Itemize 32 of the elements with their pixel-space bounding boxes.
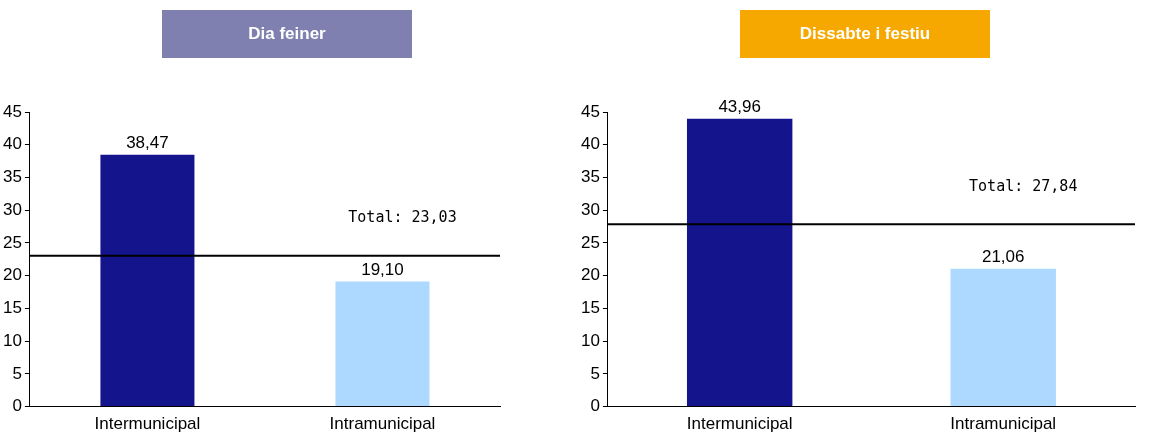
y-tick-label: 0 — [12, 396, 22, 416]
y-tick-label: 35 — [580, 167, 600, 187]
data-label: 19,10 — [361, 259, 404, 279]
y-tick-label: 45 — [580, 101, 600, 121]
data-label: 21,06 — [981, 246, 1025, 266]
y-tick-label: 20 — [2, 265, 22, 285]
y-tick-label: 30 — [2, 199, 22, 219]
data-label: 43,96 — [718, 97, 761, 116]
y-tick-label: 45 — [2, 101, 22, 121]
y-tick-label: 5 — [590, 363, 600, 383]
y-tick-label: 40 — [2, 134, 22, 154]
x-tick-label: Intramunicipal — [329, 414, 436, 434]
x-tick-label: Intermunicipal — [94, 414, 201, 434]
ref-line-label: Total: 27,84 — [969, 176, 1078, 195]
chart-title: Dissabte i festiu — [740, 10, 990, 58]
x-tick-label: Intermunicipal — [686, 414, 793, 434]
y-tick-label: 35 — [2, 167, 22, 187]
y-tick-label: 25 — [2, 232, 22, 252]
y-tick-label: 30 — [580, 199, 600, 219]
y-tick-label: 0 — [590, 396, 600, 416]
y-tick-label: 15 — [2, 298, 22, 318]
y-tick-label: 15 — [580, 298, 600, 318]
y-tick-label: 40 — [580, 134, 600, 154]
y-tick-label: 10 — [2, 330, 22, 350]
y-tick-label: 10 — [580, 330, 600, 350]
ref-line-label: Total: 23,03 — [348, 208, 457, 227]
x-tick-label: Intramunicipal — [950, 414, 1057, 434]
y-tick-label: 5 — [12, 363, 22, 383]
data-label: 38,47 — [126, 132, 169, 152]
y-tick-label: 20 — [580, 265, 600, 285]
chart-title: Dia feiner — [162, 10, 412, 58]
y-tick-label: 25 — [580, 232, 600, 252]
